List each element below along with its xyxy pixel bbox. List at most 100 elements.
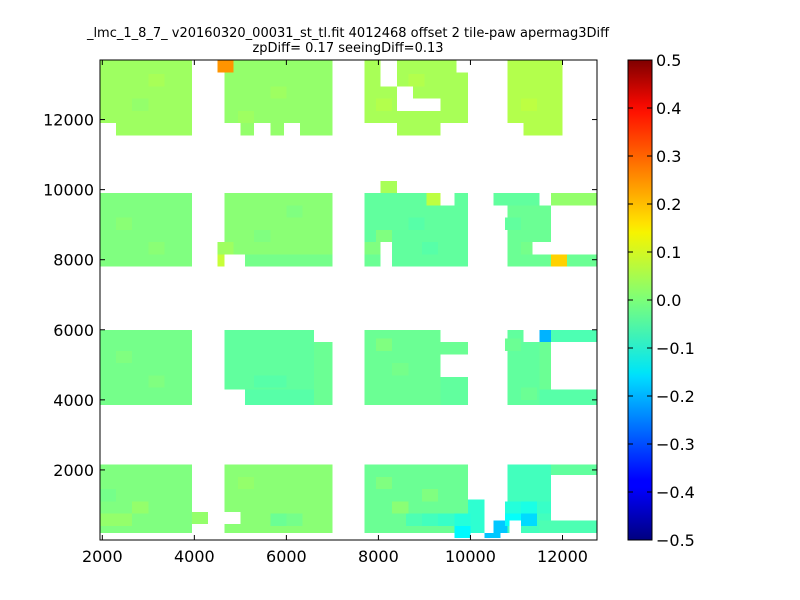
heatmap-cell-27: [392, 501, 409, 514]
heatmap-cell-22: [238, 476, 255, 490]
heatmap-region-31: [224, 72, 333, 136]
heatmap-cell-19: [100, 513, 117, 526]
colorbar-tick-label-0: 0.5: [656, 51, 681, 70]
heatmap-cell-42: [364, 242, 381, 255]
heatmap-cell-0: [217, 60, 234, 73]
heatmap-cell-57: [100, 86, 117, 99]
heatmap-empty-21: [224, 511, 241, 525]
heatmap-cell-44: [408, 217, 425, 230]
heatmap-region-24: [392, 254, 469, 267]
heatmap-region-26: [493, 193, 540, 206]
x-axis: 2000 4000 6000 8000 10000 12000: [82, 60, 588, 566]
heatmap-empty-6: [396, 86, 413, 111]
heatmap-cell-10: [504, 501, 522, 514]
heatmap-cell-43: [376, 229, 393, 243]
heatmap-empty-9: [456, 60, 469, 73]
heatmap-cell-40: [254, 229, 271, 243]
heatmap-cell-15: [438, 513, 455, 526]
heatmap-cell-5: [550, 254, 568, 267]
heatmap-empty-19: [550, 475, 597, 521]
heatmap-cell-25: [286, 513, 303, 526]
x-tick-label-4: 10000: [445, 547, 496, 566]
heatmap-cell-37: [521, 387, 538, 400]
colorbar: 0.5 0.4 0.3 0.2 0.1 0.0 −0.1 −0.2 −0.3 −0.4 −0.5: [627, 51, 695, 550]
x-tick-label-5: 12000: [537, 547, 588, 566]
x-tick-label-0: 2000: [82, 547, 123, 566]
heatmap-region-1: [192, 511, 209, 525]
y-tick-label-3: 8000: [53, 251, 94, 270]
heatmap-empty-18: [523, 329, 540, 343]
colorbar-tick-label-9: −0.4: [656, 483, 695, 502]
heatmap-cell-41: [286, 205, 303, 218]
heatmap-cell-8: [521, 513, 538, 526]
plot-area: 2000 4000 6000 8000 10000 12000 2000 4000 6000 8…: [43, 59, 598, 566]
heatmap-cell-2: [426, 193, 443, 206]
x-tick-label-2: 6000: [266, 547, 307, 566]
heatmap-cell-13: [454, 525, 471, 539]
heatmap-region-27: [507, 205, 551, 267]
colorbar-tick-label-1: 0.4: [656, 99, 681, 118]
y-tick-label-0: 2000: [53, 461, 94, 480]
y-tick-label-2: 6000: [53, 321, 94, 340]
heatmap-empty-15: [440, 354, 469, 378]
heatmap-empty-12: [440, 193, 455, 206]
y-axis: 2000 4000 6000 8000 10000 12000: [43, 111, 597, 480]
colorbar-tick-label-4: 0.1: [656, 243, 681, 262]
chart-title-line-1: _lmc_1_8_7_ v20160320_00031_st_tl.fit 40…: [86, 26, 610, 41]
heatmap-cell-14: [454, 513, 471, 526]
heatmap-region-34: [507, 60, 563, 136]
heatmap-empty-23: [509, 520, 522, 533]
y-tick-label-1: 4000: [53, 391, 94, 410]
heatmap-region-8: [550, 464, 597, 476]
heatmap-empty-7: [412, 98, 441, 111]
heatmap-cell-16: [422, 513, 439, 526]
heatmap-region-12: [244, 389, 314, 406]
heatmap-region-9: [100, 329, 193, 406]
heatmap-cell-20: [116, 513, 133, 526]
heatmap-region-32: [224, 60, 333, 73]
heatmap-empty-10: [507, 123, 524, 136]
heatmap-region-4: [468, 499, 485, 533]
heatmap-empty-17: [550, 342, 597, 390]
y-tick-label-5: 12000: [43, 111, 94, 130]
heatmap-cell-4: [217, 242, 234, 255]
heatmap-cell-21: [132, 501, 149, 514]
heatmap-empty-3: [284, 123, 301, 136]
heatmap-cell-55: [521, 98, 538, 111]
heatmap-cell-31: [286, 363, 303, 376]
heatmap-empty-11: [380, 242, 393, 255]
heatmap-region-18: [539, 389, 597, 406]
heatmap-cell-36: [504, 338, 522, 351]
colorbar-tick-label-6: −0.1: [656, 339, 695, 358]
heatmap-cell-47: [504, 217, 522, 230]
heatmap-empty-4: [364, 123, 397, 136]
colorbar-tick-label-8: −0.3: [656, 435, 695, 454]
heatmap-cell-18: [100, 489, 117, 502]
heatmap-cell-52: [376, 98, 393, 111]
heatmap-cell-34: [376, 338, 393, 351]
heatmap-region-25: [364, 254, 381, 267]
heatmap-empty-24: [224, 254, 245, 267]
heatmap-cell-54: [438, 60, 455, 73]
heatmap-cell-56: [537, 74, 554, 87]
colorbar-tick-label-10: −0.5: [656, 531, 695, 550]
heatmap-holes: [100, 60, 597, 533]
colorbar-tick-label-5: 0.0: [656, 291, 681, 310]
heatmap-cell-39: [148, 242, 165, 255]
colorbar-tick-label-2: 0.3: [656, 147, 681, 166]
heatmap-cell-51: [148, 74, 165, 87]
heatmap-region-15: [440, 342, 469, 355]
heatmap-empty-20: [192, 524, 209, 533]
heatmap-region-20: [100, 193, 193, 267]
heatmap-cell-12: [537, 501, 554, 514]
chart-title-line-2: zpDiff= 0.17 seeingDiff=0.13: [252, 41, 443, 56]
heatmap-cell-28: [422, 489, 439, 502]
heatmap-region-22: [244, 254, 333, 267]
heatmap-cell-11: [521, 501, 538, 514]
x-tick-label-3: 8000: [358, 547, 399, 566]
heatmap-region-29: [550, 193, 597, 206]
x-tick-label-1: 4000: [174, 547, 215, 566]
heatmap-empty-0: [100, 123, 117, 136]
heatmap-cell-30: [270, 375, 287, 388]
plot-frame: [99, 59, 598, 541]
